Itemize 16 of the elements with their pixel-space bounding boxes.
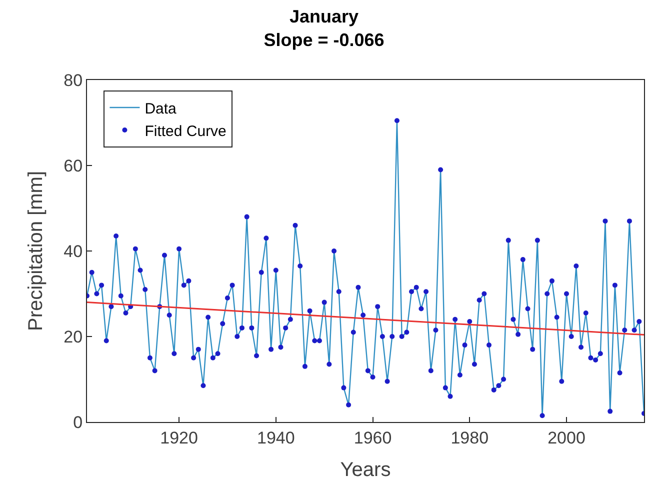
- legend-label: Data: [144, 100, 178, 118]
- chart-subtitle: Slope = -0.066: [264, 30, 384, 50]
- y-tick-label: 60: [64, 156, 83, 176]
- y-tick-label: 80: [64, 70, 83, 90]
- x-tick-label: 1940: [256, 428, 295, 448]
- y-axis-title: Precipitation [mm]: [25, 170, 48, 332]
- x-tick-label: 2000: [548, 428, 586, 448]
- x-tick-label: 1920: [160, 428, 198, 448]
- x-tick-label: 1960: [354, 428, 392, 448]
- chart-title: January: [289, 6, 359, 27]
- y-tick-label: 20: [64, 327, 83, 346]
- y-tick-label: 0: [73, 412, 83, 432]
- x-tick-label: 1980: [450, 428, 489, 448]
- y-tick-label: 40: [64, 242, 83, 261]
- legend-label: Fitted Curve: [144, 122, 226, 140]
- x-axis-title: Years: [340, 458, 391, 481]
